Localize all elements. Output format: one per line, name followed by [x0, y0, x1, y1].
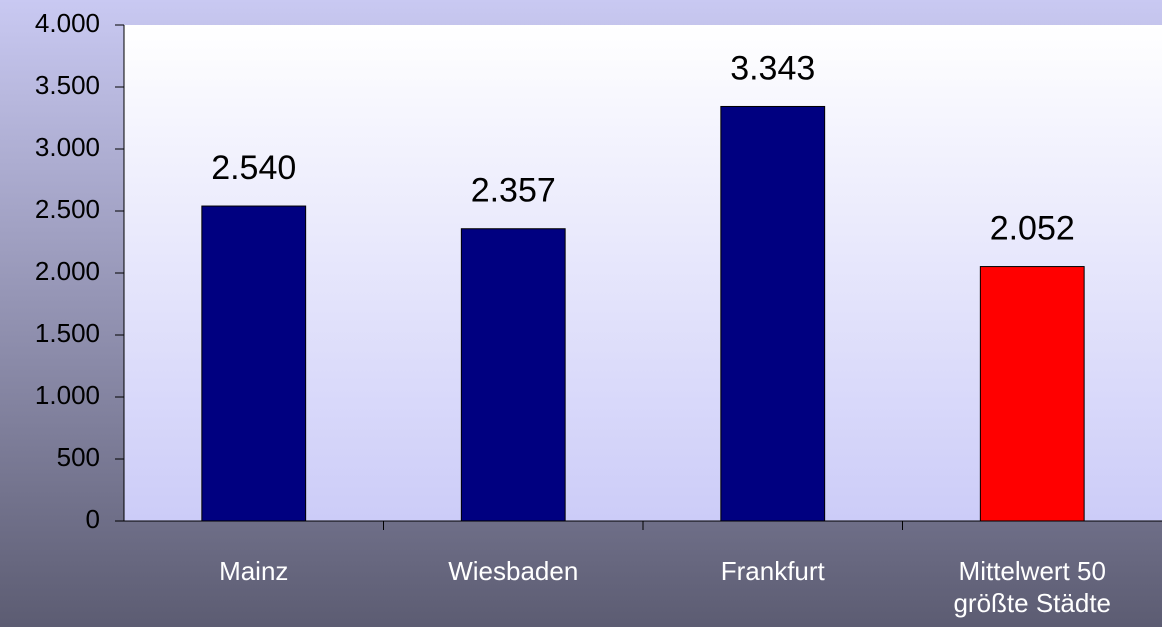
x-tick-label: Wiesbaden [448, 556, 579, 586]
y-tick-label: 3.000 [35, 132, 100, 162]
bar [720, 105, 826, 522]
y-tick-label: 500 [57, 442, 100, 472]
y-tick-label: 2.500 [35, 194, 100, 224]
value-label: 3.343 [730, 49, 815, 87]
y-tick-label: 0 [86, 504, 100, 534]
x-tick-label: Frankfurt [720, 556, 825, 586]
value-label: 2.540 [211, 149, 296, 187]
y-tick-label: 2.000 [35, 256, 100, 286]
bar [979, 266, 1085, 522]
x-tick-label: Mittelwert 50 größte Städte [953, 556, 1112, 618]
bar [460, 228, 566, 522]
value-label: 2.052 [990, 210, 1075, 248]
x-tick-label: Mainz [219, 556, 289, 586]
y-tick-label: 4.000 [35, 8, 100, 38]
y-tick-label: 3.500 [35, 70, 100, 100]
bar [201, 205, 307, 522]
y-tick-label: 1.500 [35, 318, 100, 348]
value-label: 2.357 [471, 172, 556, 210]
y-tick-label: 1.000 [35, 380, 100, 410]
